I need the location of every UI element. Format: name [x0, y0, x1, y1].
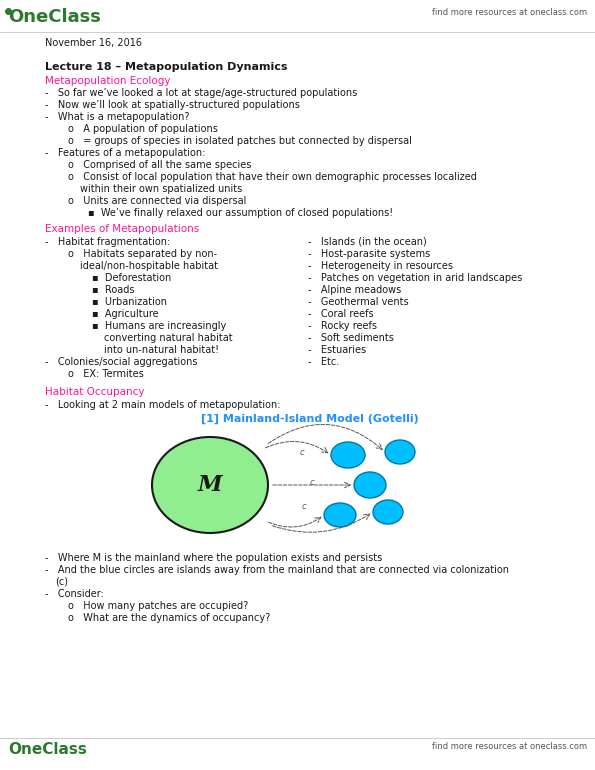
- Text: ▪  We’ve finally relaxed our assumption of closed populations!: ▪ We’ve finally relaxed our assumption o…: [88, 208, 393, 218]
- Text: -   So far we’ve looked a lot at stage/age-structured populations: - So far we’ve looked a lot at stage/age…: [45, 88, 357, 98]
- Text: c: c: [310, 478, 315, 487]
- Text: Lecture 18 – Metapopulation Dynamics: Lecture 18 – Metapopulation Dynamics: [45, 62, 287, 72]
- Ellipse shape: [354, 472, 386, 498]
- Text: o   Units are connected via dispersal: o Units are connected via dispersal: [68, 196, 246, 206]
- Ellipse shape: [331, 442, 365, 468]
- Text: -   Coral reefs: - Coral reefs: [308, 309, 374, 319]
- Text: within their own spatialized units: within their own spatialized units: [80, 184, 242, 194]
- Text: -   Geothermal vents: - Geothermal vents: [308, 297, 409, 307]
- Text: Examples of Metapopulations: Examples of Metapopulations: [45, 224, 199, 234]
- Text: -   Habitat fragmentation:: - Habitat fragmentation:: [45, 237, 170, 247]
- Text: find more resources at oneclass.com: find more resources at oneclass.com: [432, 8, 587, 17]
- Text: (c): (c): [55, 577, 68, 587]
- Text: o   = groups of species in isolated patches but connected by dispersal: o = groups of species in isolated patche…: [68, 136, 412, 146]
- Text: o   How many patches are occupied?: o How many patches are occupied?: [68, 601, 248, 611]
- Text: -   Estuaries: - Estuaries: [308, 345, 366, 355]
- Text: find more resources at oneclass.com: find more resources at oneclass.com: [432, 742, 587, 751]
- Text: ▪  Deforestation: ▪ Deforestation: [92, 273, 171, 283]
- Text: -   Consider:: - Consider:: [45, 589, 104, 599]
- Text: -   Rocky reefs: - Rocky reefs: [308, 321, 377, 331]
- Text: -   Where M is the mainland where the population exists and persists: - Where M is the mainland where the popu…: [45, 553, 382, 563]
- Ellipse shape: [152, 437, 268, 533]
- Text: M: M: [198, 474, 223, 496]
- Ellipse shape: [385, 440, 415, 464]
- Text: ▪  Roads: ▪ Roads: [92, 285, 134, 295]
- Text: OneClass: OneClass: [8, 742, 87, 757]
- Text: converting natural habitat: converting natural habitat: [104, 333, 233, 343]
- Text: -   Heterogeneity in resources: - Heterogeneity in resources: [308, 261, 453, 271]
- Text: OneClass: OneClass: [8, 8, 101, 26]
- Text: -   Looking at 2 main models of metapopulation:: - Looking at 2 main models of metapopula…: [45, 400, 280, 410]
- Text: -   Now we’ll look at spatially-structured populations: - Now we’ll look at spatially-structured…: [45, 100, 300, 110]
- Text: November 16, 2016: November 16, 2016: [45, 38, 142, 48]
- Text: -   And the blue circles are islands away from the mainland that are connected v: - And the blue circles are islands away …: [45, 565, 509, 575]
- Text: ▪  Humans are increasingly: ▪ Humans are increasingly: [92, 321, 226, 331]
- Text: -   Alpine meadows: - Alpine meadows: [308, 285, 401, 295]
- Text: o   EX: Termites: o EX: Termites: [68, 369, 144, 379]
- Text: c: c: [302, 502, 306, 511]
- Ellipse shape: [373, 500, 403, 524]
- Text: o   A population of populations: o A population of populations: [68, 124, 218, 134]
- Text: -   Features of a metapopulation:: - Features of a metapopulation:: [45, 148, 205, 158]
- Text: ▪  Urbanization: ▪ Urbanization: [92, 297, 167, 307]
- Text: o   What are the dynamics of occupancy?: o What are the dynamics of occupancy?: [68, 613, 270, 623]
- Text: -   Patches on vegetation in arid landscapes: - Patches on vegetation in arid landscap…: [308, 273, 522, 283]
- Text: o   Habitats separated by non-: o Habitats separated by non-: [68, 249, 217, 259]
- Text: c: c: [300, 448, 305, 457]
- Text: Metapopulation Ecology: Metapopulation Ecology: [45, 76, 171, 86]
- Text: -   Colonies/social aggregations: - Colonies/social aggregations: [45, 357, 198, 367]
- Text: -   Soft sediments: - Soft sediments: [308, 333, 394, 343]
- Text: ▪  Agriculture: ▪ Agriculture: [92, 309, 159, 319]
- Ellipse shape: [324, 503, 356, 527]
- Text: o   Consist of local population that have their own demographic processes locali: o Consist of local population that have …: [68, 172, 477, 182]
- Text: into un-natural habitat!: into un-natural habitat!: [104, 345, 219, 355]
- Text: -   What is a metapopulation?: - What is a metapopulation?: [45, 112, 189, 122]
- Text: -   Etc.: - Etc.: [308, 357, 339, 367]
- Text: o   Comprised of all the same species: o Comprised of all the same species: [68, 160, 251, 170]
- Text: [1] Mainland-Island Model (Gotelli): [1] Mainland-Island Model (Gotelli): [201, 414, 419, 424]
- Text: -   Islands (in the ocean): - Islands (in the ocean): [308, 237, 427, 247]
- Text: Habitat Occupancy: Habitat Occupancy: [45, 387, 145, 397]
- Text: ideal/non-hospitable habitat: ideal/non-hospitable habitat: [80, 261, 218, 271]
- Text: -   Host-parasite systems: - Host-parasite systems: [308, 249, 430, 259]
